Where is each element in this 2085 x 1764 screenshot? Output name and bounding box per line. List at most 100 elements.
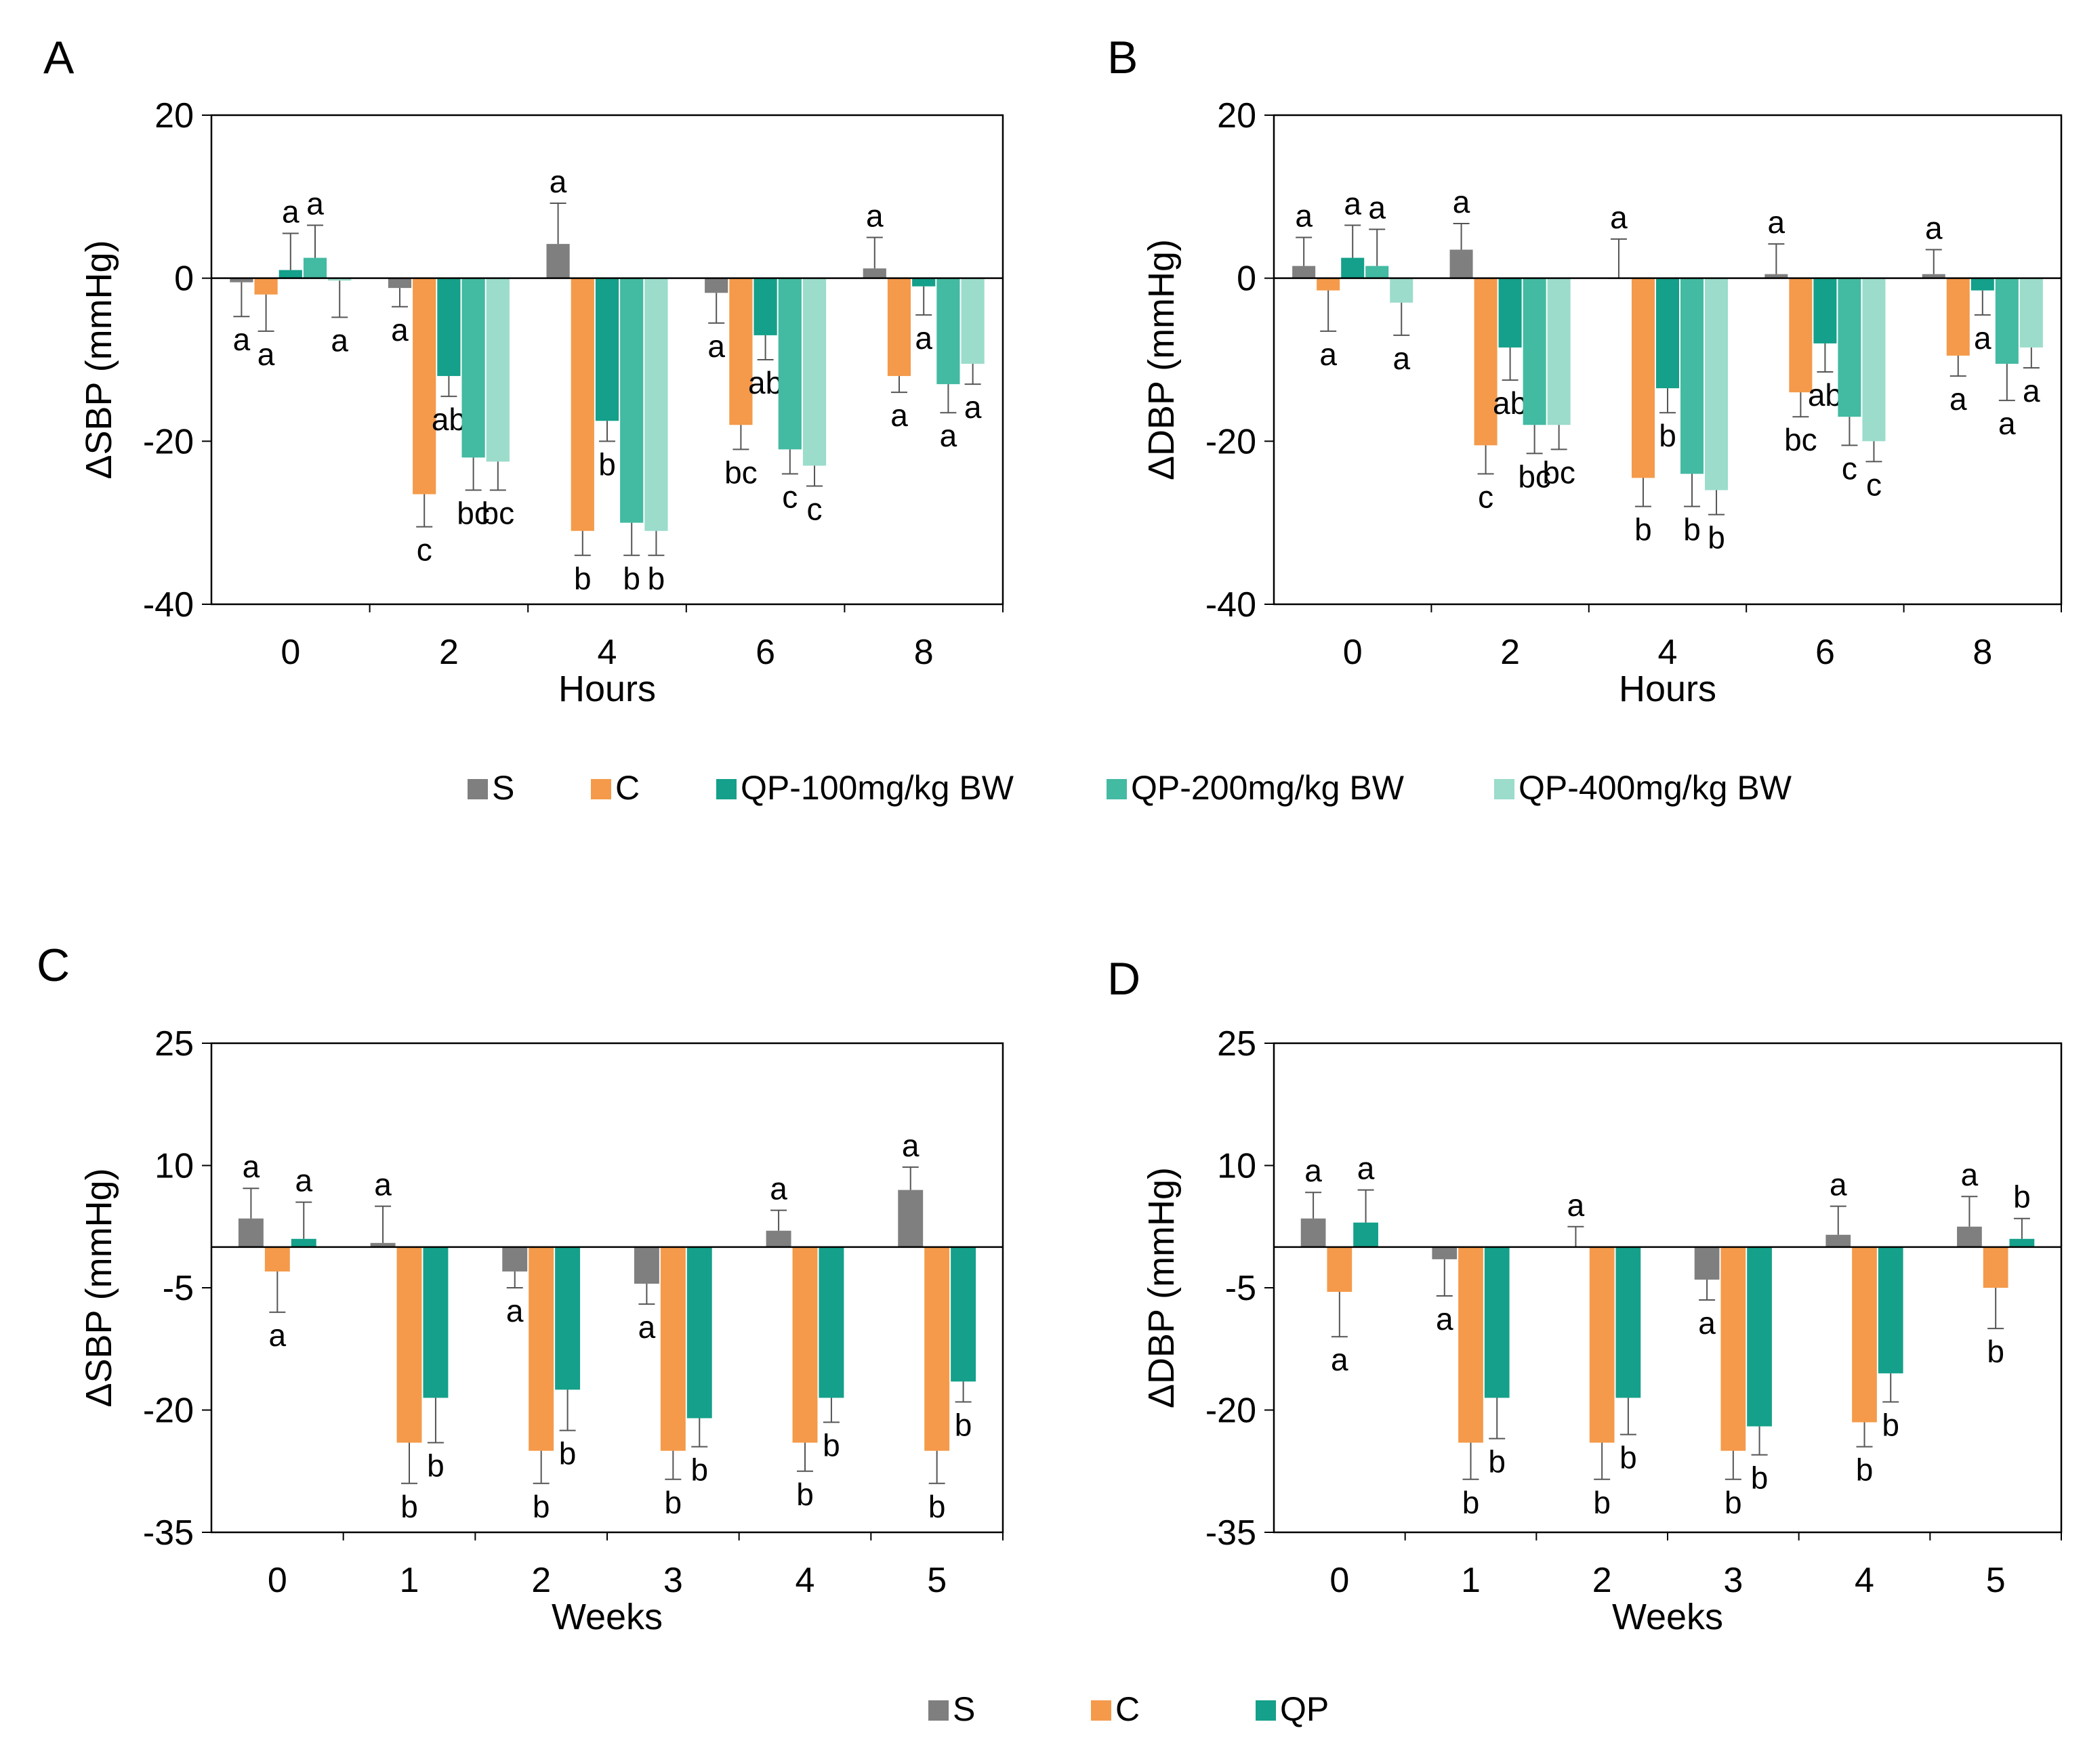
panel-d-sig-label: a: [1961, 1157, 1979, 1192]
panel-c-bar: [819, 1246, 844, 1398]
panel-a-xtick-label: 0: [281, 633, 300, 672]
panel-b-bar: [1317, 278, 1340, 291]
panel-b-bar: [1970, 278, 1994, 291]
panel-b-sig-label: bc: [1784, 422, 1817, 457]
panel-d-bar: [1432, 1246, 1458, 1259]
panel-b-sig-label: bc: [1542, 455, 1575, 490]
panel-d-bar: [1484, 1246, 1510, 1398]
panel-d-sig-label: b: [1488, 1444, 1506, 1479]
panel-a-sig-label: a: [391, 312, 409, 348]
panel-d-xtick-label: 1: [1461, 1561, 1481, 1600]
panel-a-bar: [461, 278, 485, 458]
panel-d-bar: [1300, 1218, 1326, 1247]
panel-d-bar: [1957, 1226, 1982, 1247]
panel-a-sig-label: a: [550, 164, 567, 199]
panel-c-bar: [686, 1246, 712, 1419]
panel-c-bar: [898, 1190, 924, 1247]
panel-d-bar: [1720, 1246, 1746, 1451]
panel-b-xtick-label: 8: [1973, 633, 1992, 672]
panel-a-bar: [802, 278, 827, 466]
legend-swatch-1: [1091, 1700, 1111, 1721]
panel-b-xtick-label: 6: [1815, 633, 1835, 672]
panel-a-bar: [328, 278, 352, 281]
panel-c-bar: [238, 1218, 264, 1247]
panel-a-bar: [912, 278, 936, 287]
panel-a-ytick-label: -20: [143, 422, 194, 461]
panel-b-sig-label: b: [1659, 418, 1676, 453]
panel-a-bar: [620, 278, 644, 523]
panel-c-sig-label: a: [770, 1171, 787, 1206]
panel-d-x-axis-title: Weeks: [1612, 1597, 1723, 1637]
panel-a-sig-label: a: [707, 329, 725, 364]
panel-c-sig-label: b: [955, 1407, 972, 1442]
panel-b-y-axis-title: ΔDBP (mmHg): [1141, 239, 1182, 480]
panel-d-bar: [1852, 1246, 1877, 1423]
panel-d-bar: [1458, 1246, 1483, 1443]
panel-c-ytick-label: -20: [143, 1391, 194, 1431]
panel-c-bar: [423, 1246, 449, 1398]
panel-a-sig-label: b: [623, 561, 640, 596]
panel-a-bar: [571, 278, 594, 531]
panel-b-bar: [2019, 278, 2043, 348]
panel-d-sig-label: a: [1698, 1305, 1716, 1341]
legend-label: S: [492, 769, 514, 807]
panel-a-sig-label: a: [866, 198, 884, 234]
panel-c-sig-label: b: [559, 1436, 577, 1471]
panel-c-sig-label: a: [506, 1293, 524, 1328]
panel-b-sig-label: a: [1998, 406, 2016, 441]
panel-d-ytick-label: -35: [1205, 1513, 1256, 1553]
panel-b-sig-label: bc: [1518, 459, 1551, 494]
panel-b-sig-label: b: [1634, 512, 1652, 547]
panel-c-sig-label: b: [427, 1448, 445, 1484]
panel-a-ytick-label: 0: [174, 259, 194, 299]
panel-c-xtick-label: 5: [927, 1561, 947, 1600]
panel-c-bar: [396, 1246, 422, 1443]
panel-a-sig-label: bc: [457, 496, 490, 531]
panel-a-bar: [887, 278, 911, 377]
panel-d-sig-label: a: [1436, 1301, 1453, 1337]
panel-a-bar: [754, 278, 777, 335]
panel-a-plot-frame: [210, 114, 1004, 606]
panel-c-ytick-label: 10: [154, 1147, 194, 1186]
panel-c-bar: [951, 1246, 976, 1382]
panel-b-bar: [1631, 278, 1655, 478]
legend-swatch-4: [1494, 779, 1514, 799]
panel-c-sig-label: a: [374, 1167, 392, 1202]
panel-c-bar: [924, 1246, 950, 1451]
panel-b-bar: [1680, 278, 1704, 474]
legend-swatch-2: [716, 779, 737, 799]
panel-b-ytick-label: -40: [1205, 585, 1256, 625]
panel-c-xtick-label: 1: [400, 1561, 419, 1600]
panel-a-sig-label: a: [890, 398, 908, 433]
panel-b-bar: [1341, 257, 1365, 278]
panel-b-sig-label: a: [1453, 184, 1470, 219]
panel-b-sig-label: a: [1949, 381, 1967, 417]
panel-d-ytick-label: -20: [1205, 1391, 1256, 1431]
panel-c-sig-label: b: [690, 1452, 708, 1488]
panel-c-sig-label: a: [902, 1128, 920, 1163]
panel-b-letter: B: [1107, 32, 1138, 83]
panel-d-sig-label: b: [1856, 1452, 1874, 1488]
panel-b-bar: [1655, 278, 1680, 389]
panel-a-xtick-label: 8: [914, 633, 934, 672]
panel-d-ytick-label: 10: [1217, 1147, 1256, 1186]
panel-d-sig-label: a: [1830, 1167, 1847, 1202]
panel-b-bar: [1547, 278, 1571, 425]
legend-label: QP-200mg/kg BW: [1131, 769, 1405, 807]
panel-d-xtick-label: 0: [1329, 1561, 1349, 1600]
panel-d-sig-label: b: [1593, 1485, 1611, 1520]
panel-a-sig-label: c: [782, 479, 798, 514]
panel-b-bar: [1523, 278, 1546, 425]
panel-d-sig-label: a: [1567, 1188, 1585, 1223]
panel-b-sig-label: a: [1392, 341, 1410, 376]
panel-a-bar: [413, 278, 436, 495]
panel-b-bar: [1838, 278, 1861, 417]
panel-b-ytick-label: -20: [1205, 422, 1256, 461]
panel-b-ytick-label: 20: [1217, 96, 1256, 135]
panel-c-sig-label: b: [796, 1477, 814, 1512]
panel-b-sig-label: c: [1478, 479, 1493, 514]
panel-a-y-axis-title: ΔSBP (mmHg): [79, 240, 119, 479]
panel-b-bar: [1813, 278, 1837, 343]
panel-c-bar: [291, 1238, 316, 1247]
panel-a-sig-label: ab: [432, 402, 466, 437]
